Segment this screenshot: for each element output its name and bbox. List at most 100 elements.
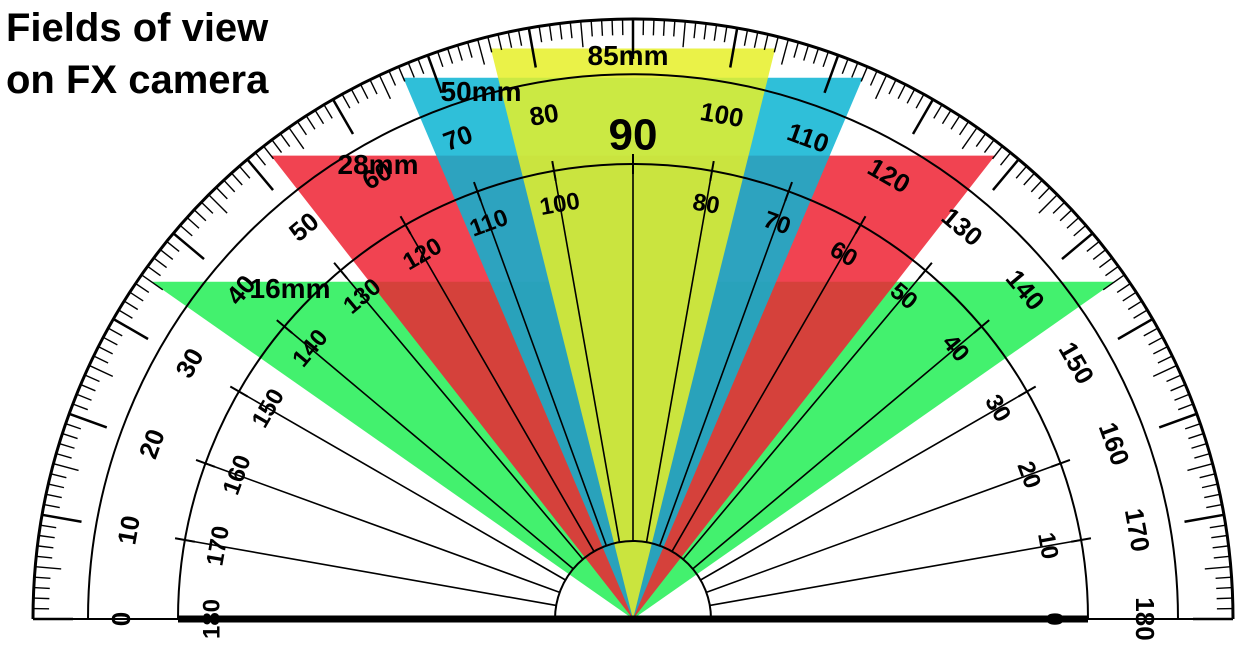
- degree-tick: [193, 209, 207, 222]
- degree-tick: [456, 45, 463, 61]
- inner-tick: [854, 215, 867, 235]
- inner-scale-label: 0: [1041, 612, 1068, 625]
- degree-tick: [915, 93, 925, 109]
- degree-tick: [223, 179, 236, 193]
- degree-tick: [1052, 201, 1066, 214]
- degree-tick: [743, 29, 749, 46]
- degree-tick: [753, 31, 759, 48]
- degree-tick: [1148, 336, 1164, 346]
- degree-tick: [682, 21, 686, 48]
- degree-tick: [1023, 172, 1035, 186]
- radial-line: [404, 224, 595, 552]
- degree-tick: [991, 145, 1003, 160]
- degree-tick: [538, 26, 543, 43]
- degree-tick: [600, 19, 604, 36]
- degree-tick: [1127, 300, 1143, 311]
- degree-tick: [527, 27, 537, 68]
- degree-tick: [41, 513, 82, 523]
- degree-tick: [569, 22, 573, 39]
- degree-tick: [1184, 513, 1225, 523]
- degree-tick: [1211, 534, 1228, 539]
- inner-tick: [1050, 459, 1071, 468]
- outer-scale-label: 0: [106, 612, 136, 626]
- degree-tick: [215, 186, 228, 200]
- degree-tick: [822, 51, 830, 68]
- degree-tick: [1122, 291, 1137, 302]
- inner-tick: [784, 181, 793, 202]
- degree-tick: [851, 62, 859, 78]
- radial-line: [339, 269, 584, 560]
- inner-scale-label: 160: [218, 452, 257, 499]
- inner-scale-label: 80: [691, 189, 722, 220]
- degree-tick: [43, 503, 60, 509]
- degree-tick: [1143, 327, 1159, 337]
- degree-tick: [288, 127, 305, 150]
- degree-tick: [84, 374, 100, 383]
- degree-tick: [487, 36, 493, 53]
- degree-tick: [426, 54, 443, 94]
- degree-tick: [141, 274, 164, 291]
- degree-tick: [1117, 317, 1154, 341]
- degree-tick: [1038, 186, 1051, 200]
- degree-tick: [860, 66, 869, 82]
- degree-tick: [76, 393, 92, 401]
- degree-tick: [1152, 364, 1178, 378]
- degree-tick: [40, 524, 57, 529]
- degree-tick: [1199, 473, 1216, 479]
- degree-tick: [590, 20, 593, 37]
- degree-tick: [436, 51, 444, 68]
- degree-tick: [803, 45, 810, 61]
- degree-tick: [33, 597, 50, 600]
- fov-label-16mm: 16mm: [250, 273, 331, 304]
- degree-tick: [59, 442, 75, 449]
- degree-tick: [118, 309, 133, 319]
- degree-tick: [950, 115, 961, 130]
- inner-tick: [473, 181, 482, 202]
- degree-tick: [323, 104, 333, 119]
- degree-tick: [36, 555, 53, 559]
- degree-tick: [107, 327, 123, 337]
- degree-tick: [559, 23, 563, 40]
- degree-tick: [271, 139, 283, 154]
- degree-tick: [200, 201, 214, 214]
- degree-tick: [1204, 493, 1221, 499]
- degree-tick: [159, 249, 174, 261]
- degree-tick: [507, 31, 513, 48]
- degree-tick: [1177, 403, 1194, 411]
- degree-tick: [1061, 232, 1094, 260]
- degree-tick: [1215, 576, 1232, 579]
- degree-tick: [992, 158, 1020, 191]
- degree-tick: [34, 576, 51, 579]
- degree-tick: [359, 84, 369, 99]
- outer-scale-label: 150: [1053, 337, 1101, 390]
- radial-line: [205, 462, 560, 594]
- degree-tick: [279, 133, 291, 147]
- degree-tick: [1194, 452, 1210, 459]
- inner-scale-label: 150: [247, 384, 290, 432]
- degree-tick: [1204, 566, 1231, 570]
- inner-scale-label: 30: [979, 390, 1016, 427]
- degree-tick: [62, 432, 78, 440]
- degree-tick: [763, 34, 769, 51]
- degree-tick: [961, 127, 978, 150]
- radial-line: [658, 191, 790, 546]
- degree-tick: [517, 29, 523, 46]
- degree-tick: [548, 24, 553, 41]
- inner-tick: [195, 459, 216, 468]
- degree-tick: [35, 566, 62, 570]
- degree-tick: [129, 291, 144, 302]
- degree-tick: [238, 165, 251, 179]
- degree-tick: [1216, 586, 1233, 590]
- degree-tick: [941, 109, 952, 125]
- degree-tick: [37, 545, 54, 549]
- degree-tick: [497, 34, 503, 51]
- degree-tick: [703, 23, 707, 40]
- degree-tick: [975, 133, 987, 147]
- degree-tick: [446, 48, 454, 64]
- degree-tick: [611, 19, 614, 36]
- fov-label-50mm: 50mm: [441, 76, 522, 107]
- degree-tick: [1166, 374, 1182, 383]
- degree-tick: [1213, 555, 1230, 559]
- inner-tick: [399, 215, 412, 235]
- protractor-scale-arc: [87, 73, 1179, 620]
